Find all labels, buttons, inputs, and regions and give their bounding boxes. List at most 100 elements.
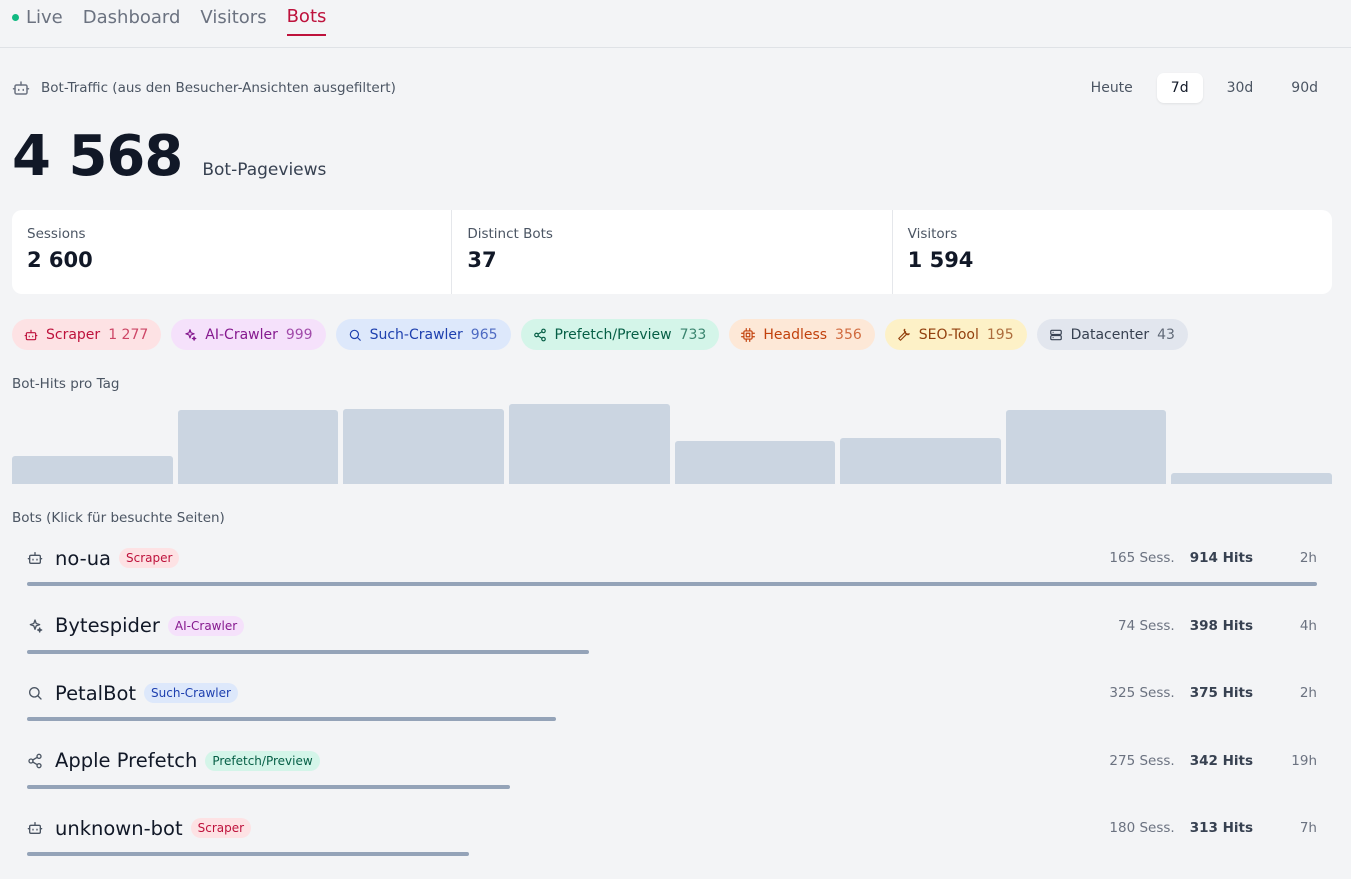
bot-hits-bar (27, 852, 469, 856)
chip-ai-crawler[interactable]: AI-Crawler 999 (171, 319, 326, 350)
chip-headless[interactable]: Headless 356 (729, 319, 875, 350)
bot-hits-bar (27, 649, 589, 654)
chip-count: 1 277 (108, 326, 149, 343)
chart-bar[interactable] (508, 404, 670, 484)
chip-count: 999 (285, 326, 313, 343)
robot-icon (24, 329, 38, 340)
chart-bar[interactable] (177, 410, 339, 484)
bot-last-seen: 19h (1291, 752, 1317, 769)
category-chips: Scraper 1 277 AI-Crawler 999 Such-Crawler 965… (12, 319, 1332, 350)
bot-row[interactable]: no-ua Scraper 165 Sess. 914 Hits 2h (12, 536, 1332, 604)
total-summary: 4 568 Bot-Pageviews (12, 124, 1332, 204)
chip-label: Datacenter (1070, 326, 1150, 343)
bot-list: no-ua Scraper 165 Sess. 914 Hits 2h Bytespide… (12, 536, 1332, 874)
bot-type-icon (27, 753, 43, 769)
bot-name: Apple Prefetch (55, 749, 198, 772)
stat-card: Sessions 2 600 (12, 210, 453, 294)
tab-live-label: Live (26, 6, 63, 28)
chart-bar[interactable] (840, 438, 1001, 484)
chip-count: 43 (1157, 326, 1175, 343)
range-selector: Heute 7d 30d 90d (1069, 73, 1332, 103)
bot-name: no-ua (55, 546, 111, 570)
sparkle-icon (185, 328, 197, 341)
bot-row[interactable]: PetalBot Such-Crawler 325 Sess. 375 Hits 2h (12, 671, 1332, 739)
stat-label: Sessions (27, 226, 86, 242)
robot-icon (27, 552, 43, 564)
bot-sessions: 325 Sess. (1109, 685, 1175, 701)
stat-label: Distinct Bots (467, 226, 553, 242)
bot-type-icon (27, 685, 43, 701)
stat-card: Distinct Bots 37 (452, 210, 893, 294)
robot-icon (12, 81, 30, 95)
bot-category-badge: Scraper (190, 818, 252, 838)
bot-hits-chart (12, 402, 1332, 484)
bot-last-seen: 2h (1299, 550, 1317, 566)
bot-category-badge: AI-Crawler (167, 615, 245, 636)
chip-label: Prefetch/Preview (554, 326, 672, 343)
search-icon (349, 329, 361, 341)
share-icon (28, 753, 42, 768)
bot-category-badge: Prefetch/Preview (205, 750, 320, 771)
bot-row[interactable]: Apple Prefetch Prefetch/Preview 275 Sess. 3… (12, 739, 1332, 807)
range-button-30d[interactable]: 30d (1226, 80, 1254, 96)
bot-name: Bytespider (55, 614, 160, 637)
chip-label: Headless (763, 326, 828, 343)
chip-prefetch-preview[interactable]: Prefetch/Preview 733 (520, 319, 720, 350)
bot-hits: 375 Hits (1189, 685, 1253, 701)
page-title: Bot-Traffic (aus den Besucher-Ansichten … (12, 79, 396, 97)
stat-label: Visitors (907, 226, 958, 242)
sparkle-icon (29, 618, 43, 633)
bot-row[interactable]: Bytespider AI-Crawler 74 Sess. 398 Hits 4h (12, 604, 1332, 672)
stat-value: 2 600 (27, 248, 93, 272)
range-button-heute[interactable]: Heute (1090, 80, 1133, 96)
range-button-7d[interactable]: 7d (1156, 73, 1203, 103)
bot-last-seen: 2h (1299, 685, 1317, 701)
bot-hits-bar (27, 784, 510, 789)
bot-hits: 398 Hits (1189, 617, 1253, 634)
chip-scraper[interactable]: Scraper 1 277 (12, 319, 162, 350)
chip-count: 733 (679, 326, 707, 343)
chart-bar[interactable] (12, 456, 173, 484)
tab-live[interactable]: Live (12, 0, 63, 36)
bots-section-title: Bots (Klick für besuchte Seiten) (12, 510, 225, 526)
bot-type-icon (27, 618, 43, 634)
chip-count: 965 (470, 326, 498, 343)
chip-seo-tool[interactable]: SEO-Tool 195 (884, 319, 1027, 350)
bot-category-badge: Such-Crawler (144, 683, 238, 703)
page-header: Bot-Traffic (aus den Besucher-Ansichten … (12, 48, 1332, 126)
bot-hits: 914 Hits (1189, 550, 1253, 566)
chart-bar[interactable] (1005, 410, 1167, 484)
total-pageviews: 4 568 (12, 124, 183, 189)
tab-visitors[interactable]: Visitors (200, 6, 267, 28)
bot-last-seen: 7h (1299, 820, 1317, 836)
bot-hits-bar (27, 717, 556, 721)
stat-value: 1 594 (907, 248, 974, 272)
stat-card: Visitors 1 594 (893, 210, 1332, 294)
bot-sessions: 180 Sess. (1109, 820, 1175, 836)
bot-type-icon (27, 820, 43, 836)
robot-icon (27, 822, 43, 834)
chart-bar[interactable] (343, 409, 504, 484)
chart-bar[interactable] (1171, 473, 1332, 484)
page-title-text: Bot-Traffic (aus den Besucher-Ansichten … (41, 80, 396, 96)
bot-hits: 342 Hits (1189, 752, 1253, 769)
stat-value: 37 (467, 248, 497, 272)
bot-row[interactable]: unknown-bot Scraper 180 Sess. 313 Hits 7h (12, 806, 1332, 874)
chip-count: 356 (835, 326, 862, 343)
stats-panel: Sessions 2 600 Distinct Bots 37 Visitors 1 59… (12, 210, 1332, 294)
chip-such-crawler[interactable]: Such-Crawler 965 (335, 319, 511, 350)
bot-hits-bar (27, 582, 1317, 586)
tab-bots[interactable]: Bots (286, 0, 327, 36)
bot-type-icon (27, 550, 43, 566)
range-button-90d[interactable]: 90d (1291, 80, 1318, 96)
server-icon (1049, 329, 1062, 340)
chart-title: Bot-Hits pro Tag (12, 376, 120, 392)
chart-bar[interactable] (674, 441, 836, 484)
chip-datacenter[interactable]: Datacenter 43 (1036, 319, 1188, 350)
total-pageviews-label: Bot-Pageviews (202, 160, 327, 180)
chip-label: AI-Crawler (205, 326, 278, 343)
bot-name: unknown-bot (55, 816, 183, 840)
chip-label: Such-Crawler (369, 326, 463, 343)
live-dot-icon (12, 13, 19, 21)
tab-dashboard[interactable]: Dashboard (82, 6, 181, 28)
